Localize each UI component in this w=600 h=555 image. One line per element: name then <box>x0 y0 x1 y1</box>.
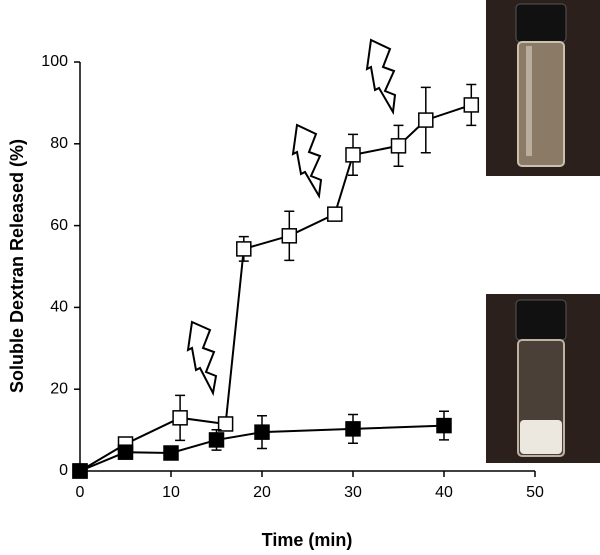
marker <box>463 97 480 113</box>
marker <box>390 138 407 154</box>
x-tick-label: 20 <box>253 484 271 501</box>
marker <box>345 147 361 163</box>
marker <box>117 444 134 460</box>
marker <box>236 241 252 257</box>
marker <box>436 417 452 434</box>
marker <box>217 416 234 432</box>
marker <box>163 445 179 461</box>
marker <box>345 421 361 437</box>
y-tick-label: 20 <box>50 380 68 397</box>
marker <box>327 206 343 222</box>
x-tick-label: 30 <box>344 484 362 501</box>
marker <box>254 424 270 440</box>
photo-cloudy-vial <box>486 294 600 463</box>
x-axis-title: Time (min) <box>262 530 353 550</box>
x-tick-label: 0 <box>76 484 85 501</box>
y-tick-label: 80 <box>50 135 68 152</box>
y-tick-label: 60 <box>50 217 68 234</box>
lightning-icons <box>186 38 397 397</box>
x-tick-label: 40 <box>435 484 453 501</box>
marker <box>281 228 298 244</box>
marker <box>172 410 188 426</box>
marker <box>72 463 88 479</box>
x-tick-label: 10 <box>162 484 180 501</box>
y-axis-title: Soluble Dextran Released (%) <box>7 139 27 393</box>
y-tick-label: 40 <box>50 299 68 316</box>
photo-clear-vial <box>486 0 600 176</box>
marker <box>418 112 434 128</box>
y-tick-label: 0 <box>59 462 68 479</box>
x-tick-label: 50 <box>526 484 544 501</box>
y-tick-label: 100 <box>41 53 68 70</box>
series-line <box>79 103 472 472</box>
marker <box>208 432 225 448</box>
